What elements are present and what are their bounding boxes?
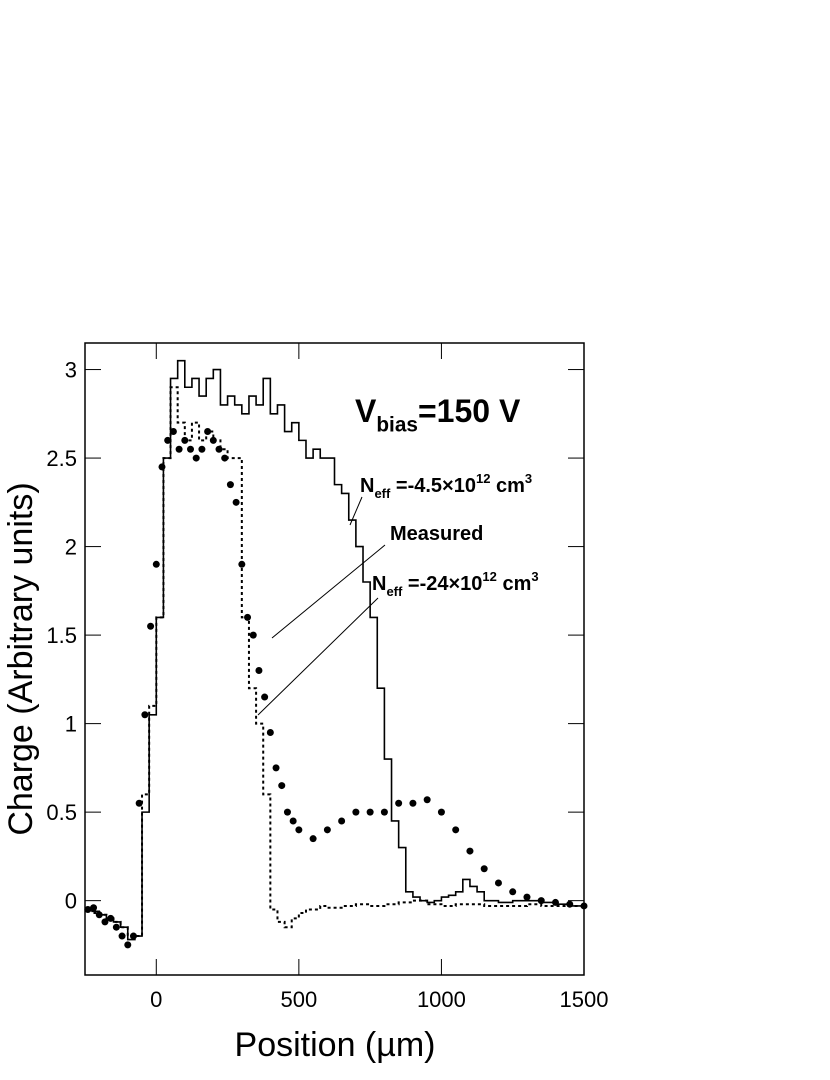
data-point	[366, 808, 374, 816]
annotation-part: eff	[374, 486, 391, 501]
data-point	[523, 893, 531, 901]
data-point	[244, 613, 252, 621]
data-point	[283, 808, 291, 816]
annotation-part: 12	[482, 569, 496, 584]
data-point	[181, 436, 189, 444]
data-point	[338, 817, 346, 825]
annotation-part: =150 V	[418, 393, 521, 429]
data-point	[84, 905, 92, 913]
leader-line	[257, 597, 379, 716]
annotation-part: N	[372, 573, 386, 595]
annotation-part: =-4.5×10	[390, 475, 476, 497]
y-axis-title: Charge (Arbitrary units)	[2, 482, 40, 835]
leader-line	[271, 544, 386, 639]
data-point	[238, 560, 246, 568]
step-line	[85, 359, 584, 941]
data-point	[209, 436, 217, 444]
step-line	[85, 386, 584, 938]
data-point	[152, 560, 160, 568]
y-tick-label: 1	[65, 712, 77, 737]
data-point	[380, 808, 388, 816]
x-tick-label: 1500	[560, 987, 609, 1012]
data-point	[480, 865, 488, 873]
annotation: Neff =-4.5×1012 cm3	[360, 471, 532, 501]
data-point	[272, 764, 280, 772]
data-point	[352, 808, 360, 816]
plot-frame	[84, 342, 585, 976]
x-axis-title: Position (µm)	[235, 1026, 436, 1064]
annotation-part: N	[360, 475, 374, 497]
data-point	[101, 918, 109, 926]
data-point	[141, 711, 149, 719]
x-tick-label: 0	[150, 987, 162, 1012]
data-point	[187, 445, 195, 453]
data-point	[95, 911, 103, 919]
data-point	[255, 667, 263, 675]
annotation-part: bias	[376, 414, 418, 437]
annotation: Vbias=150 V	[355, 393, 521, 437]
x-tick-label: 500	[280, 987, 317, 1012]
data-point	[192, 454, 200, 462]
y-tick-label: 0.5	[46, 800, 77, 825]
y-tick-label: 2	[65, 535, 77, 560]
data-point	[226, 481, 234, 489]
annotation-part: Measured	[390, 523, 483, 545]
data-point	[466, 847, 474, 855]
data-point	[261, 693, 269, 701]
data-point	[566, 900, 574, 908]
data-point	[135, 799, 143, 807]
data-point	[395, 799, 403, 807]
data-point	[509, 888, 517, 896]
annotation-part: V	[355, 393, 377, 429]
annotation: Neff =-24×1012 cm3	[372, 569, 539, 599]
data-point	[90, 904, 98, 912]
data-point	[323, 826, 331, 834]
annotation-part: cm	[490, 475, 524, 497]
data-point	[295, 826, 303, 834]
data-point	[129, 932, 137, 940]
data-point	[198, 445, 206, 453]
annotation-part: =-24×10	[402, 573, 482, 595]
data-point	[537, 897, 545, 905]
data-point	[494, 879, 502, 887]
y-tick-label: 2.5	[46, 446, 77, 471]
data-point	[437, 808, 445, 816]
x-tick-label: 1000	[417, 987, 466, 1012]
data-point	[309, 835, 317, 843]
data-point	[118, 932, 126, 940]
data-point	[164, 436, 172, 444]
data-point	[221, 454, 229, 462]
y-tick-label: 0	[65, 889, 77, 914]
data-point	[215, 445, 223, 453]
data-point	[580, 902, 588, 910]
annotation-part: cm	[497, 573, 531, 595]
data-point	[289, 817, 297, 825]
data-point	[278, 782, 286, 790]
data-point	[409, 799, 417, 807]
y-tick-label: 3	[65, 358, 77, 383]
data-point	[112, 923, 120, 931]
annotation-part: 3	[525, 471, 532, 486]
annotation-part: 3	[531, 569, 538, 584]
data-point	[158, 463, 166, 471]
y-tick-label: 1.5	[46, 623, 77, 648]
annotation-part: eff	[386, 584, 403, 599]
annotation-part: 12	[476, 471, 490, 486]
data-point	[107, 914, 115, 922]
data-point	[169, 428, 177, 436]
data-point	[452, 826, 460, 834]
data-point	[204, 428, 212, 436]
data-point	[232, 498, 240, 506]
data-point	[249, 631, 257, 639]
data-point	[147, 622, 155, 630]
annotation: Measured	[390, 523, 483, 545]
data-point	[266, 728, 274, 736]
data-point	[551, 898, 559, 906]
data-point	[124, 941, 132, 949]
data-point	[423, 796, 431, 804]
data-point	[175, 445, 183, 453]
